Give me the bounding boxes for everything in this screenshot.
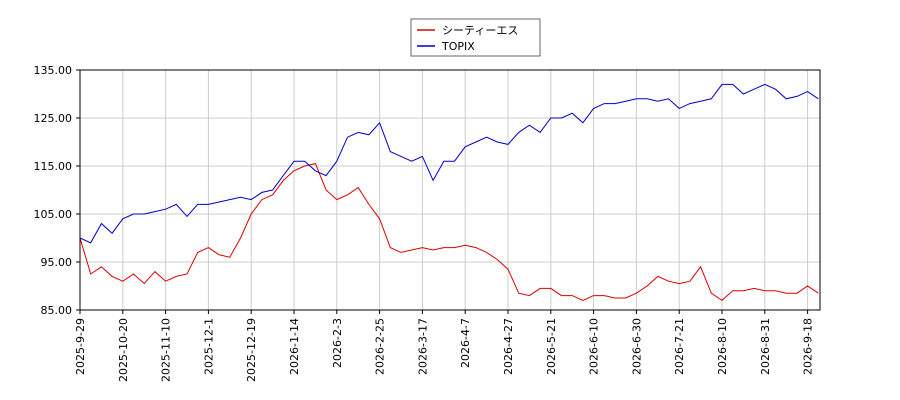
legend-label: TOPIX — [441, 40, 475, 53]
x-tick-label: 2026-2-3 — [331, 318, 344, 368]
x-tick-label: 2025-9-29 — [74, 318, 87, 375]
legend: シーティーエス TOPIX — [410, 18, 541, 57]
x-tick-label: 2026-4-7 — [459, 318, 472, 368]
y-tick-label: 95.00 — [41, 256, 73, 269]
x-tick-label: 2026-6-30 — [630, 318, 643, 375]
legend-label: シーティーエス — [442, 24, 518, 37]
legend-box — [410, 18, 541, 57]
x-tick-label: 2026-8-10 — [716, 318, 729, 375]
y-tick-label: 115.00 — [34, 160, 73, 173]
x-tick-label: 2026-7-21 — [673, 318, 686, 375]
plot-area — [80, 70, 820, 310]
y-tick-label: 105.00 — [34, 208, 73, 221]
x-tick-label: 2026-5-21 — [545, 318, 558, 375]
series-line — [79, 83, 819, 244]
plot-frame — [79, 69, 821, 311]
y-tick-label: 125.00 — [34, 112, 73, 125]
x-tick-label: 2025-12-19 — [245, 318, 258, 382]
x-tick-label: 2026-6-10 — [588, 318, 601, 375]
x-tick-label: 2025-12-1 — [202, 318, 215, 375]
y-tick-label: 85.00 — [41, 304, 73, 317]
x-tick-label: 2026-9-18 — [802, 318, 815, 375]
x-tick-label: 2025-10-20 — [117, 318, 130, 382]
x-tick-label: 2026-4-27 — [502, 318, 515, 375]
x-tick-label: 2025-11-10 — [160, 318, 173, 382]
x-tick-label: 2026-8-31 — [759, 318, 772, 375]
series-line — [79, 163, 819, 302]
x-tick-label: 2026-1-14 — [288, 318, 301, 375]
y-tick-label: 135.00 — [34, 64, 73, 77]
x-tick-label: 2026-3-17 — [416, 318, 429, 375]
x-tick-label: 2026-2-25 — [374, 318, 387, 375]
